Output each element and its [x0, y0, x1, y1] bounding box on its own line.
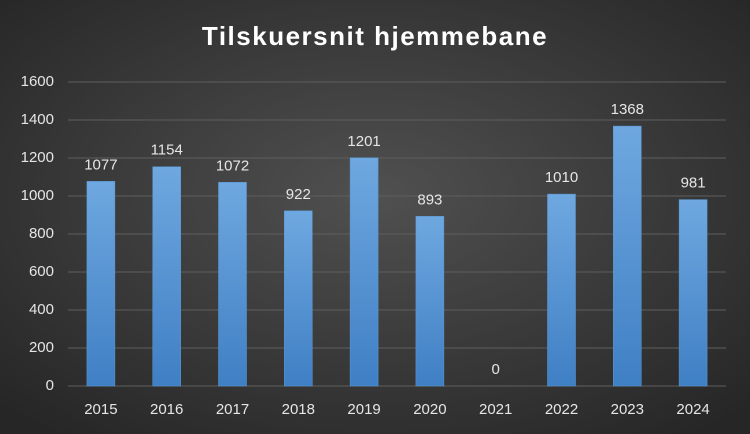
y-tick-label: 1000 [21, 187, 54, 204]
x-tick-label: 2021 [479, 401, 512, 418]
x-tick-label: 2015 [84, 401, 117, 418]
y-tick-label: 600 [29, 263, 54, 280]
x-tick-label: 2018 [282, 401, 315, 418]
data-label: 981 [681, 175, 706, 192]
bar [152, 166, 181, 387]
data-label: 1154 [151, 142, 183, 159]
bar [678, 199, 708, 387]
data-label: 1368 [611, 101, 644, 118]
x-tick-label: 2016 [150, 401, 183, 418]
y-tick-label: 1400 [21, 111, 54, 128]
bar [547, 193, 576, 387]
chart-title: Tilskuersnit hjemmebane [202, 21, 548, 51]
data-label: 1072 [216, 157, 249, 174]
x-tick-label: 2024 [676, 401, 709, 418]
bar [284, 210, 313, 387]
data-label: 1201 [347, 133, 380, 150]
y-tick-label: 1600 [21, 73, 54, 90]
x-tick-label: 2017 [216, 401, 249, 418]
data-label: 922 [286, 186, 311, 203]
y-tick-label: 200 [29, 339, 54, 356]
bar [613, 125, 642, 387]
data-label: 1010 [545, 169, 578, 186]
y-tick-label: 1200 [21, 149, 54, 166]
x-tick-label: 2023 [611, 401, 644, 418]
x-tick-label: 2022 [545, 401, 578, 418]
bar [218, 182, 247, 387]
data-label: 893 [417, 191, 442, 208]
y-tick-label: 0 [46, 377, 54, 394]
x-tick-label: 2020 [413, 401, 446, 418]
bar [349, 157, 379, 387]
y-tick-label: 400 [29, 301, 54, 318]
data-label: 1077 [84, 156, 117, 173]
bar [86, 181, 116, 387]
bar [415, 216, 445, 387]
y-tick-label: 800 [29, 225, 54, 242]
x-tick-label: 2019 [347, 401, 380, 418]
data-label: 0 [492, 361, 500, 378]
